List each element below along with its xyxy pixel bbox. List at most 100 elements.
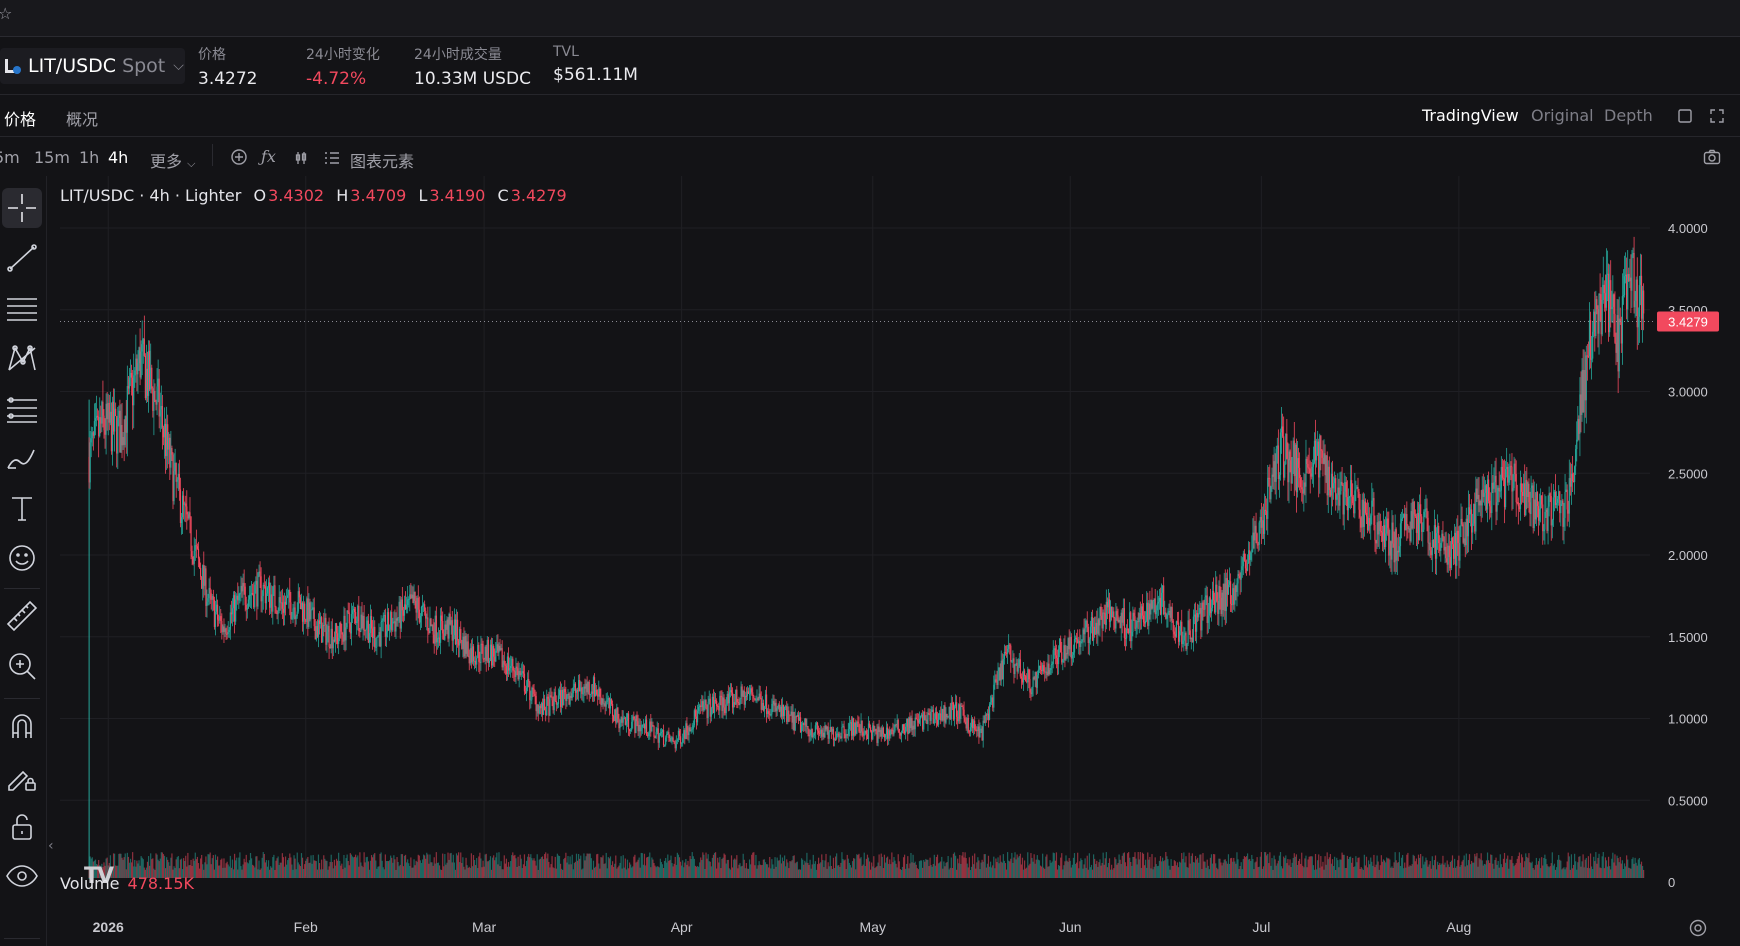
- pattern-tool[interactable]: [2, 338, 42, 378]
- horizontal-lines-tool[interactable]: [2, 288, 42, 328]
- emoji-tool[interactable]: [2, 538, 42, 578]
- pair-selector[interactable]: LIT/USDC Spot ⌵: [0, 48, 185, 84]
- candle-body: [1322, 457, 1324, 464]
- function-icon[interactable]: ƒx: [261, 147, 276, 166]
- candle-body: [394, 621, 396, 632]
- candle-body: [1138, 613, 1140, 623]
- candle-body: [1528, 483, 1530, 503]
- fullscreen-icon[interactable]: [1709, 108, 1725, 128]
- volume-bar: [832, 857, 835, 878]
- candle-body: [91, 432, 93, 439]
- volume-bar: [1185, 856, 1187, 878]
- candle-body: [1301, 487, 1303, 490]
- candle-body: [1238, 574, 1240, 576]
- candle-body: [1355, 488, 1357, 491]
- interval-1h[interactable]: 1h: [79, 148, 100, 167]
- unlock-icon[interactable]: [2, 806, 42, 846]
- candle-body: [291, 617, 293, 619]
- candle-body: [822, 732, 824, 737]
- volume-bar: [1398, 852, 1401, 878]
- view-tradingview[interactable]: TradingView: [1422, 106, 1519, 125]
- candle-body: [1358, 491, 1360, 510]
- volume-bar: [1510, 859, 1512, 878]
- price-chart[interactable]: 4.00003.50003.00002.50002.00001.50001.00…: [0, 176, 1740, 946]
- tab-overview[interactable]: 概况: [66, 110, 99, 129]
- volume-bar: [422, 854, 425, 878]
- interval-15m[interactable]: 15m: [34, 148, 70, 167]
- candle-body: [151, 367, 153, 389]
- volume-bar: [184, 860, 186, 878]
- zoom-in-tool[interactable]: [2, 646, 42, 686]
- view-original[interactable]: Original: [1531, 106, 1594, 125]
- volume-bar: [1290, 867, 1292, 878]
- volume-bar: [1068, 858, 1070, 878]
- candle-body: [286, 597, 288, 605]
- candle-body: [1526, 479, 1528, 497]
- volume-bar: [1142, 853, 1145, 878]
- volume-bar: [756, 868, 758, 878]
- candle-body: [898, 728, 900, 734]
- visibility-icon[interactable]: [2, 856, 42, 896]
- chart-elements-button[interactable]: 图表元素: [350, 152, 415, 171]
- candle-body: [128, 377, 131, 389]
- candle-body: [1010, 645, 1012, 662]
- volume-bar: [139, 865, 141, 878]
- candle-body: [225, 628, 227, 634]
- brush-tool[interactable]: [2, 438, 42, 478]
- view-depth[interactable]: Depth: [1604, 106, 1653, 125]
- list-icon[interactable]: [324, 150, 340, 170]
- candle-body: [942, 708, 944, 721]
- volume-bar: [671, 863, 673, 878]
- candle-body: [124, 416, 126, 445]
- candle-body: [592, 677, 595, 694]
- volume-bar: [1594, 861, 1596, 878]
- candles-icon[interactable]: [294, 150, 308, 169]
- volume-bar: [841, 852, 843, 878]
- interval-4h[interactable]: 4h: [108, 148, 129, 167]
- candle-body: [287, 595, 289, 598]
- more-intervals[interactable]: 更多 ⌵: [150, 152, 196, 171]
- camera-icon[interactable]: [1703, 148, 1721, 170]
- tab-price[interactable]: 价格: [4, 110, 37, 129]
- candle-body: [1593, 311, 1595, 332]
- candle-body: [691, 729, 693, 731]
- text-tool[interactable]: [2, 488, 42, 528]
- window-icon[interactable]: [1677, 108, 1693, 128]
- volume-bar: [880, 853, 882, 878]
- candle-body: [1595, 299, 1597, 337]
- trendline-tool[interactable]: [2, 238, 42, 278]
- interval-5m[interactable]: 5m: [0, 148, 20, 167]
- candle-body: [1451, 538, 1454, 545]
- volume-bar: [1601, 856, 1603, 878]
- candle-body: [323, 625, 325, 627]
- ruler-tool[interactable]: [2, 596, 42, 636]
- volume-bar: [1394, 852, 1396, 878]
- volume-bar: [723, 853, 725, 878]
- candle-body: [1456, 530, 1458, 566]
- chevron-left-icon[interactable]: ‹: [48, 838, 54, 854]
- volume-bar: [1597, 857, 1599, 878]
- candle-body: [1084, 628, 1086, 635]
- candle-body: [947, 716, 949, 718]
- volume-bar: [1130, 861, 1132, 878]
- candle-body: [1171, 607, 1173, 621]
- star-icon[interactable]: ☆: [0, 4, 13, 23]
- volume-bar: [1020, 864, 1022, 878]
- candle-body: [677, 730, 680, 741]
- volume-bar: [357, 855, 359, 878]
- volume-bar: [1371, 861, 1373, 878]
- top-strip: ☆: [0, 0, 1740, 37]
- candle-body: [1552, 497, 1554, 520]
- volume-bar: [1225, 861, 1227, 878]
- candle-body: [328, 625, 330, 647]
- fib-tool[interactable]: [2, 388, 42, 428]
- volume-bar: [1320, 856, 1322, 878]
- candle-body: [971, 719, 974, 729]
- volume-bar: [641, 853, 643, 878]
- magnet-tool[interactable]: [2, 706, 42, 746]
- volume-bar: [1612, 852, 1614, 878]
- add-indicator-icon[interactable]: [230, 148, 248, 170]
- lock-drawing-tool[interactable]: [2, 756, 42, 796]
- settings-icon[interactable]: [1688, 918, 1708, 942]
- crosshair-tool[interactable]: [2, 188, 42, 228]
